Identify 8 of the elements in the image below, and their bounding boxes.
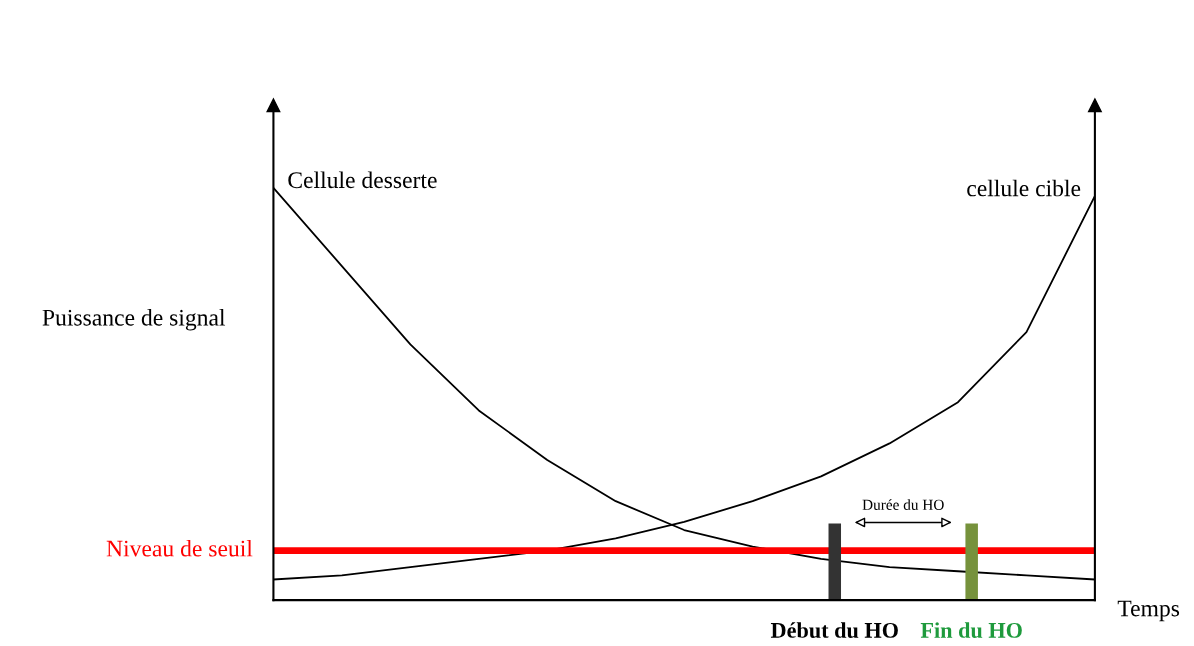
series-label: Cellule desserte — [288, 171, 437, 189]
series-label: cellule cible — [967, 179, 1081, 197]
ref-line-label: Niveau de seuil — [106, 539, 253, 557]
y-axis-title: Puissance de signal — [42, 309, 226, 331]
text: Fin du HO — [920, 622, 1022, 638]
text: Début du HO — [770, 622, 898, 638]
annotation: Durée du HO — [862, 499, 944, 510]
x-axis-title: Temps — [1117, 600, 1180, 622]
